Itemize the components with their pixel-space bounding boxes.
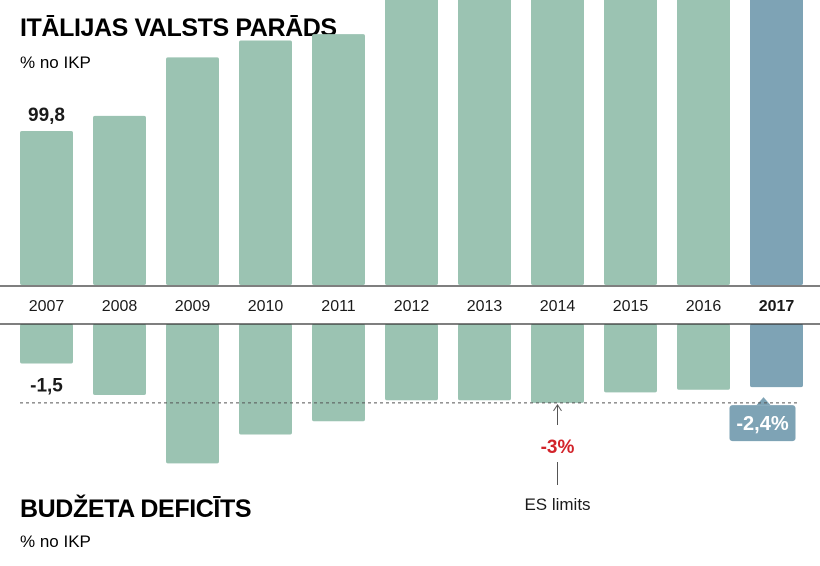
eu-limit-name-label: ES limits xyxy=(524,495,590,514)
tick-label-2014: 2014 xyxy=(540,298,576,315)
debt-bar-2012 xyxy=(385,0,438,285)
year-axis: 2007 2008 2009 2010 2011 2012 2013 2014 2015 2016… xyxy=(0,285,820,325)
deficit-first-value-label: -1,5 xyxy=(30,375,63,396)
tick-label-2013: 2013 xyxy=(467,298,503,315)
tick-label-2009: 2009 xyxy=(175,298,211,315)
debt-bar-2010 xyxy=(239,40,292,285)
tick-label-2012: 2012 xyxy=(394,298,430,315)
deficit-bar-2012 xyxy=(385,324,438,401)
deficit-bar-2010 xyxy=(239,324,292,435)
deficit-bar-2011 xyxy=(312,324,365,422)
debt-bar-2015 xyxy=(604,0,657,285)
debt-chart-title: ITĀLIJAS VALSTS PARĀDS xyxy=(20,14,337,42)
eu-limit-value-label: -3% xyxy=(541,437,575,458)
tick-label-2017: 2017 xyxy=(759,298,795,315)
debt-bar-2007 xyxy=(20,131,73,285)
debt-bars xyxy=(20,0,803,286)
deficit-chart-title: BUDŽETA DEFICĪTS xyxy=(20,493,251,523)
debt-bar-2017 xyxy=(750,0,803,285)
tick-label-2016: 2016 xyxy=(686,298,722,315)
tick-label-2015: 2015 xyxy=(613,298,649,315)
tick-label-2010: 2010 xyxy=(248,298,284,315)
deficit-callout-pointer xyxy=(756,397,771,406)
debt-bar-2014 xyxy=(531,0,584,285)
deficit-bar-2016 xyxy=(677,324,730,390)
debt-bar-2011 xyxy=(312,34,365,285)
deficit-bar-2017 xyxy=(750,324,803,388)
debt-first-value-label: 99,8 xyxy=(28,105,65,126)
debt-bar-2009 xyxy=(166,57,219,286)
deficit-bar-2015 xyxy=(604,324,657,393)
deficit-last-value-label: -2,4% xyxy=(736,413,788,435)
deficit-bar-2008 xyxy=(93,324,146,396)
deficit-bars xyxy=(20,324,803,464)
debt-bar-2016 xyxy=(677,0,730,285)
deficit-bar-2007 xyxy=(20,324,73,364)
deficit-last-value-callout xyxy=(729,405,796,442)
annotations: 99,8-1,5131,2%-2,4%-3%ES limits xyxy=(20,105,800,514)
debt-bar-2008 xyxy=(93,115,146,285)
deficit-bar-2014 xyxy=(531,324,584,403)
tick-label-2007: 2007 xyxy=(29,298,65,315)
deficit-bar-2009 xyxy=(166,324,219,464)
debt-chart-subtitle: % no IKP xyxy=(20,53,91,72)
deficit-chart-subtitle: % no IKP xyxy=(20,532,91,551)
tick-label-2008: 2008 xyxy=(102,298,138,315)
deficit-bar-2013 xyxy=(458,324,511,401)
debt-bar-2013 xyxy=(458,0,511,285)
tick-label-2011: 2011 xyxy=(321,298,356,315)
